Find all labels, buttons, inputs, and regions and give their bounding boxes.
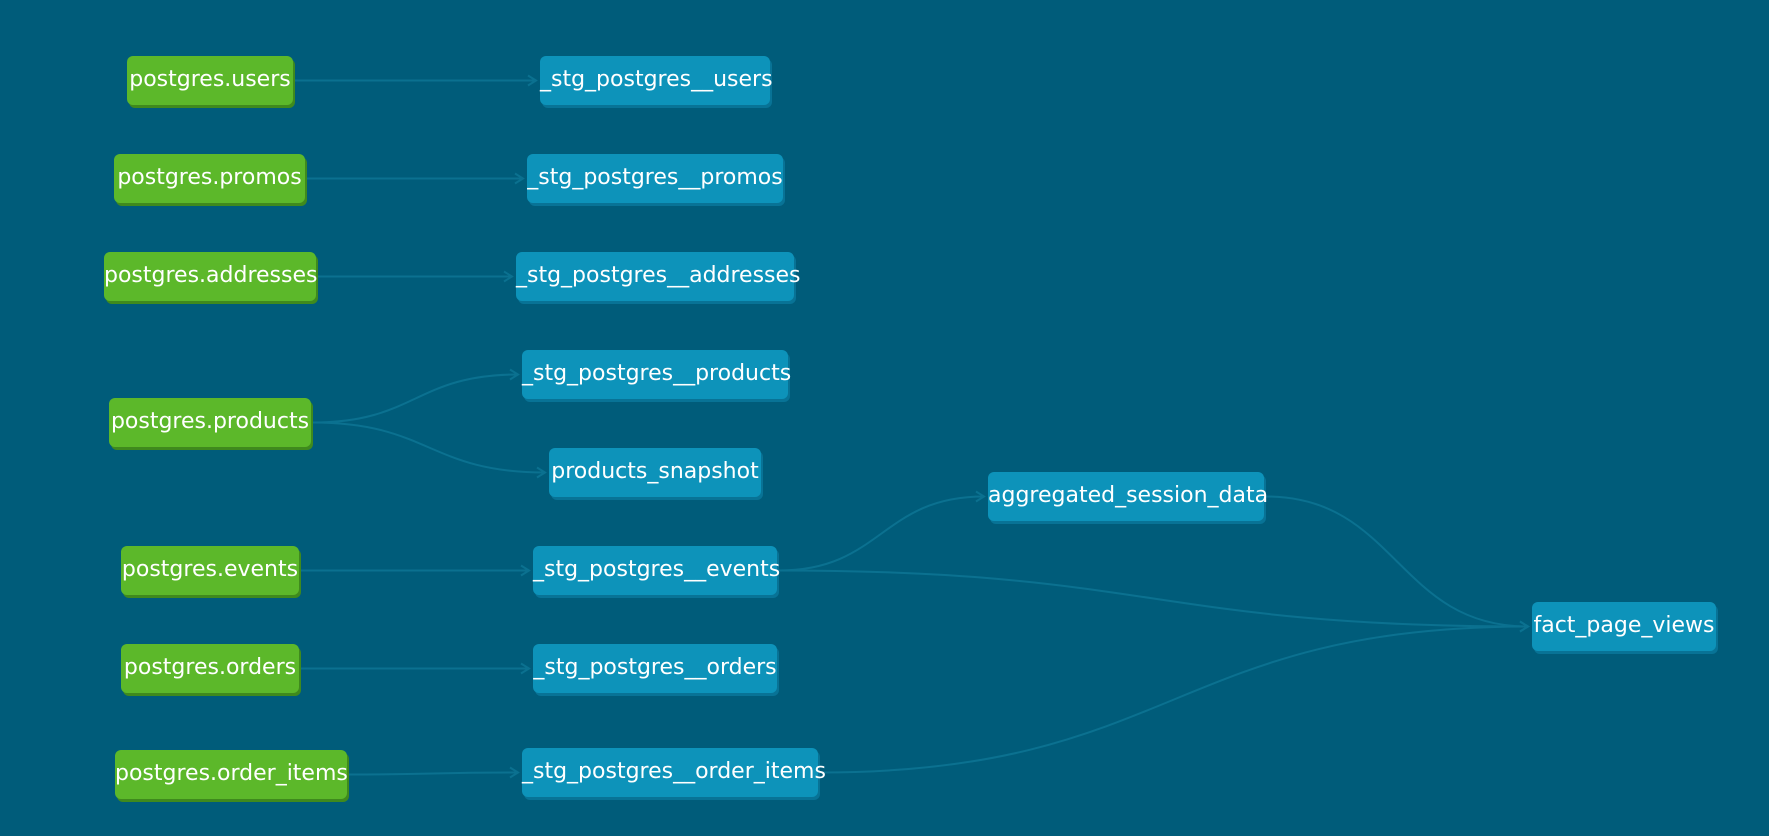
lineage-edge xyxy=(348,771,519,776)
node-stg-postgres-products[interactable]: _stg_postgres__products xyxy=(522,350,791,399)
lineage-arrowhead xyxy=(514,172,525,185)
node-fact-page-views[interactable]: fact_page_views xyxy=(1532,602,1716,651)
lineage-arrowhead xyxy=(975,490,986,503)
node-stg-postgres-promos[interactable]: _stg_postgres__promos xyxy=(527,154,783,203)
node-stg-postgres-order-items[interactable]: _stg_postgres__order_items xyxy=(522,748,826,797)
lineage-arrowhead xyxy=(1519,620,1530,633)
lineage-arrowhead xyxy=(520,662,531,675)
lineage-arrowhead xyxy=(503,270,514,283)
lineage-edge xyxy=(778,569,1529,628)
lineage-arrowhead xyxy=(1519,620,1530,633)
node-postgres-orders[interactable]: postgres.orders xyxy=(121,644,299,693)
node-stg-postgres-addresses[interactable]: _stg_postgres__addresses xyxy=(516,252,801,301)
node-postgres-addresses[interactable]: postgres.addresses xyxy=(104,252,317,301)
node-postgres-promos[interactable]: postgres.promos xyxy=(114,154,305,203)
lineage-arrowhead xyxy=(509,368,520,381)
node-products-snapshot[interactable]: products_snapshot xyxy=(549,448,761,497)
lineage-edge xyxy=(1265,495,1529,628)
node-postgres-events[interactable]: postgres.events xyxy=(121,546,299,595)
lineage-arrowhead xyxy=(527,74,538,87)
node-stg-postgres-events[interactable]: _stg_postgres__events xyxy=(533,546,780,595)
lineage-edge xyxy=(819,625,1529,774)
lineage-edge xyxy=(778,495,985,572)
node-postgres-users[interactable]: postgres.users xyxy=(127,56,293,105)
lineage-arrowhead xyxy=(536,466,547,479)
node-postgres-order-items[interactable]: postgres.order_items xyxy=(115,750,348,799)
node-aggregated-session-data[interactable]: aggregated_session_data xyxy=(988,472,1268,521)
lineage-arrowhead xyxy=(1519,620,1530,633)
lineage-arrowhead xyxy=(509,766,520,779)
lineage-arrowhead xyxy=(520,564,531,577)
node-postgres-products[interactable]: postgres.products xyxy=(109,398,311,447)
lineage-edge xyxy=(312,373,519,424)
node-stg-postgres-orders[interactable]: _stg_postgres__orders xyxy=(533,644,777,693)
lineage-edge xyxy=(312,421,546,474)
node-stg-postgres-users[interactable]: _stg_postgres__users xyxy=(540,56,773,105)
